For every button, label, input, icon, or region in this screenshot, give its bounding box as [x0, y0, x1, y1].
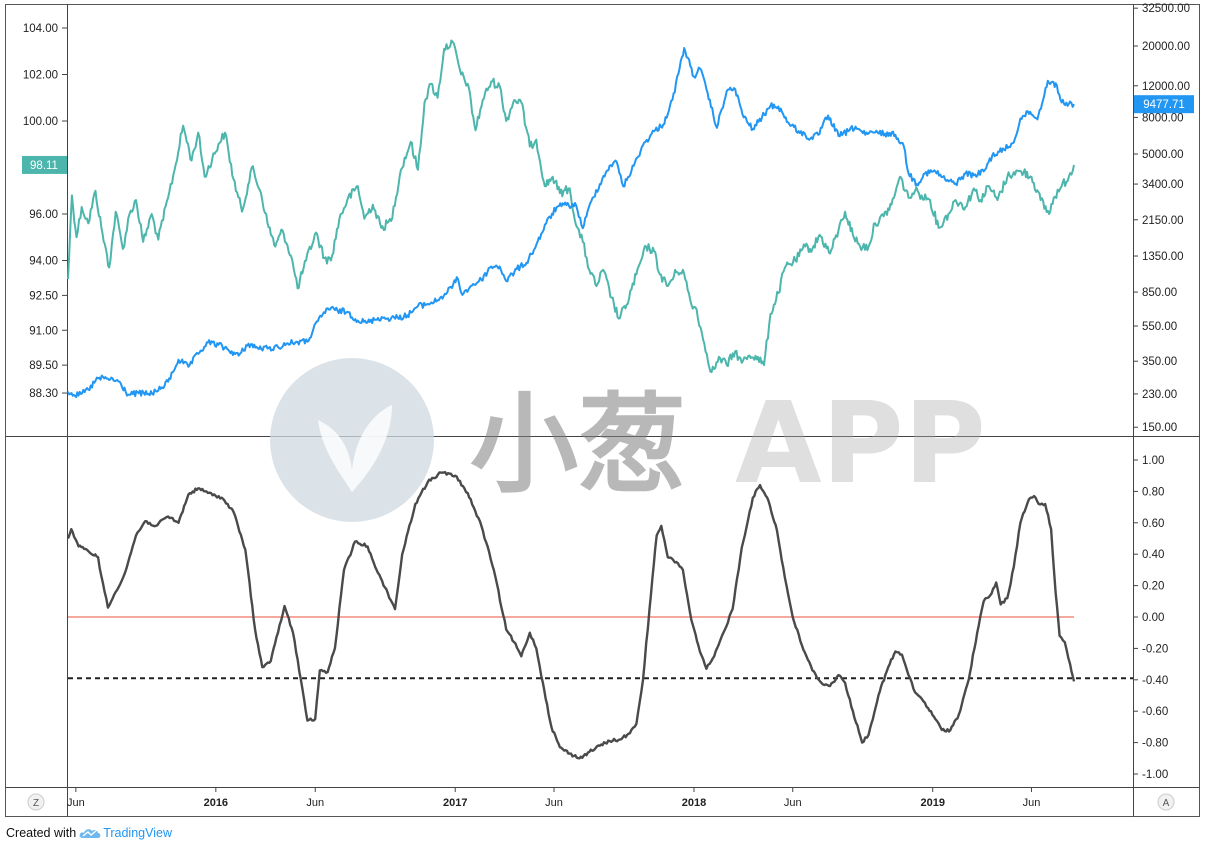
- left-tick-label: 88.30: [29, 388, 58, 400]
- left-tick-label: 102.00: [23, 70, 58, 82]
- time-tick-label: 2019: [920, 797, 944, 809]
- left-tick-label: 94.00: [29, 256, 58, 268]
- right-last-value-badge: [1134, 95, 1194, 114]
- right-tick-label: 150.00: [1142, 422, 1177, 434]
- osc-tick-label: -0.60: [1142, 706, 1168, 718]
- right-last-value-label: 9477.71: [1143, 99, 1185, 111]
- osc-tick-label: 0.00: [1142, 612, 1164, 624]
- watermark-logo-circle: [270, 358, 434, 522]
- osc-tick-label: 0.60: [1142, 518, 1164, 530]
- corner-z-button[interactable]: Z: [27, 793, 45, 811]
- oscillator-axis[interactable]: 1.00 0.80 0.60 0.40 0.20 0.00 -0.20 -0.40 -0.60 -…: [1133, 455, 1168, 781]
- right-tick-label: 8000.00: [1142, 112, 1184, 124]
- watermark-leaf-icon: [318, 405, 392, 492]
- left-last-value-label: 98.11: [30, 160, 58, 172]
- osc-tick-label: -0.20: [1142, 643, 1168, 655]
- tradingview-brand: TradingView: [103, 826, 172, 840]
- right-tick-label: 230.00: [1142, 389, 1177, 401]
- price-pane[interactable]: [67, 39, 1075, 399]
- time-tick-label: 2016: [204, 797, 228, 809]
- time-axis[interactable]: Jun 2016 Jun 2017 Jun 2018 Jun 2019 Jun: [67, 787, 1040, 809]
- left-tick-label: 96.00: [29, 209, 58, 221]
- osc-tick-label: -0.40: [1142, 675, 1168, 687]
- tradingview-link[interactable]: TradingView: [79, 826, 172, 840]
- left-tick-label: 92.50: [29, 290, 58, 302]
- footer-created-with: Created with: [6, 826, 77, 840]
- time-tick-label: Jun: [784, 797, 802, 809]
- left-tick-label: 100.00: [23, 116, 58, 128]
- time-tick-label: 2018: [682, 797, 706, 809]
- teal-series-line[interactable]: [67, 39, 1075, 374]
- left-tick-label: 104.00: [23, 23, 58, 35]
- osc-tick-label: -1.00: [1142, 769, 1168, 781]
- right-tick-label: 550.00: [1142, 321, 1177, 333]
- time-tick-label: Jun: [545, 797, 563, 809]
- right-tick-label: 5000.00: [1142, 149, 1184, 161]
- time-tick-label: Jun: [306, 797, 324, 809]
- tradingview-cloud-icon: [79, 829, 101, 838]
- osc-tick-label: 1.00: [1142, 455, 1164, 467]
- right-tick-label: 20000.00: [1142, 41, 1190, 53]
- right-price-axis[interactable]: 32500.00 20000.00 12000.00 8000.00 5000.00 34…: [1133, 3, 1194, 434]
- right-tick-label: 12000.00: [1142, 81, 1190, 93]
- footer: Created with TradingView: [6, 826, 172, 840]
- right-tick-label: 2150.00: [1142, 215, 1184, 227]
- osc-tick-label: -0.80: [1142, 738, 1168, 750]
- right-tick-label: 850.00: [1142, 287, 1177, 299]
- watermark-text-en: APP: [735, 379, 986, 509]
- time-tick-label: Jun: [67, 797, 85, 809]
- right-tick-label: 350.00: [1142, 356, 1177, 368]
- oscillator-line[interactable]: [66, 471, 1076, 760]
- time-tick-label: 2017: [443, 797, 467, 809]
- right-tick-label: 32500.00: [1142, 3, 1190, 15]
- left-tick-label: 91.00: [29, 325, 58, 337]
- osc-tick-label: 0.20: [1142, 581, 1164, 593]
- chart-frame: [5, 4, 1200, 817]
- corner-a-label: A: [1163, 798, 1170, 809]
- corner-z-label: Z: [33, 798, 39, 809]
- watermark: 小葱 APP: [270, 358, 986, 522]
- blue-series-line[interactable]: [67, 47, 1075, 399]
- time-tick-label: Jun: [1023, 797, 1041, 809]
- oscillator-pane[interactable]: [66, 471, 1133, 760]
- left-last-value-badge: [22, 155, 67, 174]
- osc-tick-label: 0.40: [1142, 549, 1164, 561]
- left-tick-label: 89.50: [29, 360, 58, 372]
- right-tick-label: 3400.00: [1142, 179, 1184, 191]
- osc-tick-label: 0.80: [1142, 486, 1164, 498]
- left-price-axis[interactable]: 104.00 102.00 100.00 96.00 94.00 92.50 91.00 89…: [22, 23, 67, 400]
- corner-a-button[interactable]: A: [1157, 793, 1175, 811]
- watermark-text-cn: 小葱: [470, 383, 686, 508]
- right-tick-label: 1350.00: [1142, 251, 1184, 263]
